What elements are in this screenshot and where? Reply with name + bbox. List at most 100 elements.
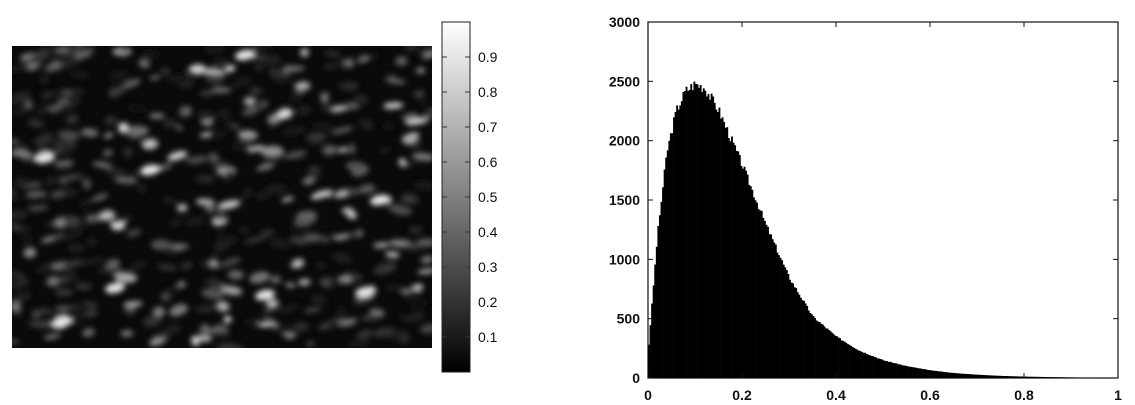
histogram-bar bbox=[1014, 376, 1017, 378]
histogram-bar bbox=[937, 371, 940, 378]
histogram-bar bbox=[749, 186, 752, 378]
histogram-bar bbox=[872, 356, 874, 378]
speckle-blob bbox=[122, 147, 134, 158]
x-tick-label: 0 bbox=[644, 387, 652, 403]
speckle-blob bbox=[342, 82, 358, 90]
histogram-bar bbox=[893, 363, 896, 378]
histogram-bar bbox=[809, 313, 812, 378]
histogram-bar bbox=[889, 361, 892, 378]
speckle-blob bbox=[59, 130, 77, 140]
speckle-blob bbox=[213, 245, 229, 253]
speckle-blob bbox=[249, 271, 271, 284]
histogram-bar bbox=[920, 368, 923, 378]
speckle-blob bbox=[293, 322, 310, 331]
speckle-blob bbox=[403, 289, 423, 300]
speckle-blob bbox=[94, 256, 103, 264]
histogram-bar bbox=[879, 359, 882, 378]
speckle-blob bbox=[82, 328, 95, 337]
speckle-blob bbox=[161, 67, 170, 76]
histogram-bar bbox=[859, 351, 862, 378]
speckle-blob bbox=[304, 307, 322, 313]
histogram-bar bbox=[820, 323, 823, 378]
histogram-bar bbox=[799, 297, 802, 378]
speckle-blob bbox=[12, 91, 32, 102]
speckle-highlight bbox=[52, 316, 72, 328]
speckle-blob bbox=[82, 301, 99, 308]
histogram-bar bbox=[774, 244, 777, 378]
histogram-bar bbox=[1017, 376, 1020, 378]
speckle-blob bbox=[176, 203, 188, 212]
speckle-blob bbox=[259, 145, 284, 157]
histogram-bar bbox=[842, 340, 845, 378]
histogram-bar bbox=[705, 96, 708, 379]
speckle-blob bbox=[339, 274, 353, 284]
histogram-bar bbox=[837, 337, 840, 378]
histogram-bar bbox=[939, 371, 942, 378]
histogram-bar bbox=[652, 285, 655, 378]
histogram-bar bbox=[792, 283, 794, 378]
histogram-bar bbox=[680, 101, 683, 379]
speckle-highlight bbox=[35, 152, 55, 164]
speckle-blob bbox=[227, 270, 244, 280]
histogram-bars bbox=[648, 81, 1119, 379]
histogram-bar bbox=[961, 373, 964, 378]
histogram-bar bbox=[930, 370, 932, 378]
speckle-blob bbox=[57, 305, 71, 311]
histogram-bar bbox=[676, 105, 679, 378]
speckle-blob bbox=[67, 304, 80, 310]
speckle-blob bbox=[285, 282, 296, 288]
histogram-bar bbox=[1030, 376, 1033, 378]
speckle-blob bbox=[385, 251, 400, 258]
histogram-bar bbox=[815, 320, 818, 378]
histogram-bar bbox=[767, 226, 769, 378]
histogram-bar bbox=[984, 375, 987, 378]
speckle-blob bbox=[398, 158, 407, 166]
histogram-bar bbox=[867, 354, 870, 378]
histogram-bar bbox=[724, 127, 727, 379]
histogram-bar bbox=[926, 370, 929, 378]
histogram-bar bbox=[690, 84, 693, 378]
histogram-bar bbox=[983, 375, 986, 378]
histogram-bar bbox=[989, 375, 992, 378]
speckle-blob bbox=[12, 188, 17, 198]
speckle-blob bbox=[338, 318, 358, 326]
speckle-blob bbox=[213, 324, 229, 333]
histogram-bar bbox=[851, 346, 854, 378]
histogram-bar bbox=[1075, 377, 1078, 378]
speckle-blob bbox=[387, 78, 406, 84]
histogram-bar bbox=[723, 121, 726, 379]
speckle-blob bbox=[385, 285, 401, 291]
speckle-blob bbox=[404, 46, 418, 52]
speckle-blob bbox=[27, 204, 49, 212]
y-tick-label: 500 bbox=[617, 311, 641, 327]
speckle-blob bbox=[175, 124, 184, 131]
speckle-blob bbox=[205, 71, 226, 83]
histogram-bar bbox=[691, 90, 694, 378]
histogram-bar bbox=[857, 350, 860, 378]
histogram-bar bbox=[848, 344, 851, 378]
histogram-bar bbox=[1033, 376, 1036, 378]
speckle-blob bbox=[345, 188, 361, 196]
speckle-blob bbox=[379, 147, 391, 153]
speckle-blob bbox=[333, 59, 346, 70]
speckle-blob bbox=[389, 205, 413, 216]
speckle-blob bbox=[312, 123, 334, 130]
histogram-bar bbox=[713, 102, 716, 378]
histogram-bar bbox=[892, 362, 895, 378]
speckle-blob bbox=[217, 200, 241, 210]
speckle-blob bbox=[401, 162, 417, 169]
speckle-blob bbox=[43, 333, 61, 340]
histogram-bar bbox=[682, 92, 685, 378]
histogram-bar bbox=[1006, 376, 1009, 378]
histogram-bar bbox=[662, 187, 664, 378]
speckle-blob bbox=[343, 58, 355, 69]
speckle-blob bbox=[102, 149, 114, 157]
y-tick-label: 3000 bbox=[609, 14, 640, 30]
histogram-bar bbox=[779, 257, 782, 378]
speckle-blob bbox=[363, 123, 374, 130]
histogram-bar bbox=[1028, 376, 1031, 378]
speckle-blob bbox=[54, 148, 64, 154]
y-tick-label: 2000 bbox=[609, 133, 640, 149]
histogram-bar bbox=[903, 365, 906, 378]
histogram-bar bbox=[883, 360, 885, 378]
